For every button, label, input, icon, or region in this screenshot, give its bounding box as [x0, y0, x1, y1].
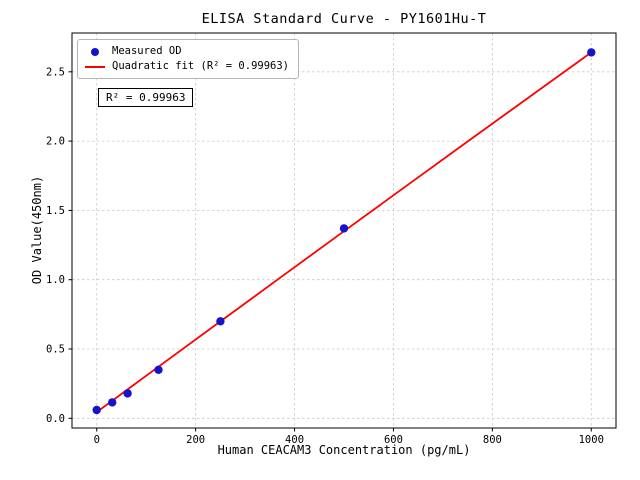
chart-title: ELISA Standard Curve - PY1601Hu-T [201, 11, 487, 27]
legend-label-measured-od: Measured OD [112, 45, 182, 57]
legend: Measured OD Quadratic fit (R² = 0.99963) [77, 39, 300, 79]
legend-entry-quadratic-fit: Quadratic fit (R² = 0.99963) [85, 59, 289, 74]
scatter-marker-icon [85, 47, 105, 56]
svg-text:0.5: 0.5 [46, 344, 65, 356]
svg-text:800: 800 [483, 434, 502, 446]
svg-text:400: 400 [285, 434, 304, 446]
svg-text:200: 200 [186, 434, 205, 446]
legend-entry-measured-od: Measured OD [85, 44, 289, 59]
line-marker-icon [85, 65, 105, 68]
svg-text:0.0: 0.0 [46, 413, 65, 425]
x-axis-label: Human CEACAM3 Concentration (pg/mL) [217, 443, 471, 457]
svg-text:1000: 1000 [579, 434, 604, 446]
svg-text:0: 0 [94, 434, 100, 446]
svg-text:1.0: 1.0 [46, 274, 65, 286]
r-squared-annotation: R² = 0.99963 [98, 88, 194, 107]
svg-text:1.5: 1.5 [46, 205, 65, 217]
y-axis-label: OD Value(450nm) [30, 175, 44, 285]
svg-text:600: 600 [384, 434, 403, 446]
svg-text:2.0: 2.0 [46, 136, 65, 148]
svg-text:2.5: 2.5 [46, 66, 65, 78]
legend-label-quadratic-fit: Quadratic fit (R² = 0.99963) [112, 60, 290, 72]
